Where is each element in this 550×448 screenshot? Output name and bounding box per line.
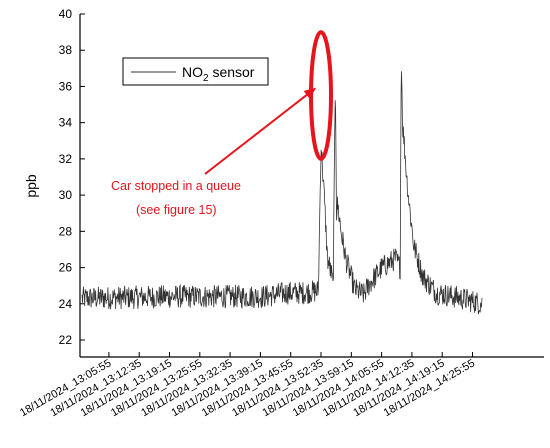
y-tick-label: 32 <box>59 152 73 166</box>
x-ticks: 18/11/2024_13:05:5518/11/2024_13:12:3518… <box>18 352 477 419</box>
y-tick-label: 22 <box>59 333 73 347</box>
annotation-text: Car stopped in a queue (see figure 15) <box>111 179 244 217</box>
annotation: Car stopped in a queue (see figure 15) <box>111 30 333 217</box>
series-line-no2 <box>81 71 483 315</box>
y-tick-label: 28 <box>59 224 73 238</box>
y-tick-label: 24 <box>59 297 73 311</box>
annotation-line-2: (see figure 15) <box>136 203 217 217</box>
y-tick-label: 36 <box>59 79 73 93</box>
y-axis-label: ppb <box>23 174 39 198</box>
annotation-line-1: Car stopped in a queue <box>111 179 241 193</box>
y-tick-label: 40 <box>59 7 73 21</box>
y-tick-label: 30 <box>59 188 73 202</box>
legend-label-suffix: sensor <box>209 64 255 80</box>
legend: NO2 sensor <box>122 57 269 86</box>
annotation-ellipse <box>309 30 333 161</box>
y-tick-label: 38 <box>59 43 73 57</box>
annotation-arrowhead <box>303 87 317 99</box>
legend-label-sub: 2 <box>203 73 209 84</box>
y-tick-label: 26 <box>59 261 73 275</box>
legend-label: NO2 sensor <box>182 64 255 84</box>
y-tick-label: 34 <box>59 116 73 130</box>
annotation-arrow <box>204 89 314 175</box>
y-ticks: 22 24 26 28 30 32 34 36 38 40 <box>59 7 85 347</box>
legend-label-main: NO <box>182 64 203 80</box>
